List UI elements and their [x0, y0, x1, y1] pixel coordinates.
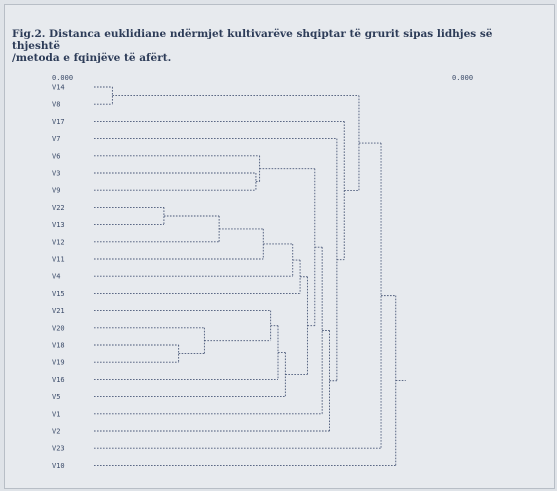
- leaf-label: V5: [52, 393, 60, 401]
- leaf-label: V15: [52, 290, 65, 298]
- leaf-label: V7: [52, 135, 60, 143]
- leaf-label: V8: [52, 101, 60, 109]
- leaf-label: V16: [52, 376, 65, 384]
- leaf-label: V13: [52, 221, 65, 229]
- leaf-label: V1: [52, 410, 60, 418]
- scale-label-left: 0.000: [52, 74, 73, 82]
- scale-label-right: 0.000: [452, 74, 473, 82]
- leaf-label: V3: [52, 170, 60, 178]
- leaf-label: V2: [52, 428, 60, 436]
- leaf-label: V12: [52, 238, 65, 246]
- leaf-label: V14: [52, 84, 65, 92]
- leaf-label: V6: [52, 152, 60, 160]
- leaf-label: V19: [52, 359, 65, 367]
- leaf-label: V11: [52, 256, 65, 264]
- leaf-label: V18: [52, 342, 65, 350]
- leaf-label: V4: [52, 273, 60, 281]
- leaf-label: V21: [52, 307, 65, 315]
- figure-panel: [4, 4, 555, 489]
- leaf-label: V20: [52, 324, 65, 332]
- caption-line-2: /metoda e fqinjëve të afërt.: [12, 52, 172, 64]
- leaf-label: V17: [52, 118, 65, 126]
- dendrogram-tree: V14 V8 V17 V7 V6 V3 V9 V22 V13 V12 V11 V4 V15 V21 V20 V…: [52, 84, 406, 470]
- leaf-label: V23: [52, 445, 65, 453]
- leaf-label: V9: [52, 187, 60, 195]
- figure-caption: Fig.2. Distanca euklidiane ndërmjet kult…: [12, 28, 537, 64]
- caption-line-1: Fig.2. Distanca euklidiane ndërmjet kult…: [12, 28, 493, 52]
- leaf-label: V10: [52, 462, 65, 470]
- leaf-label: V22: [52, 204, 65, 212]
